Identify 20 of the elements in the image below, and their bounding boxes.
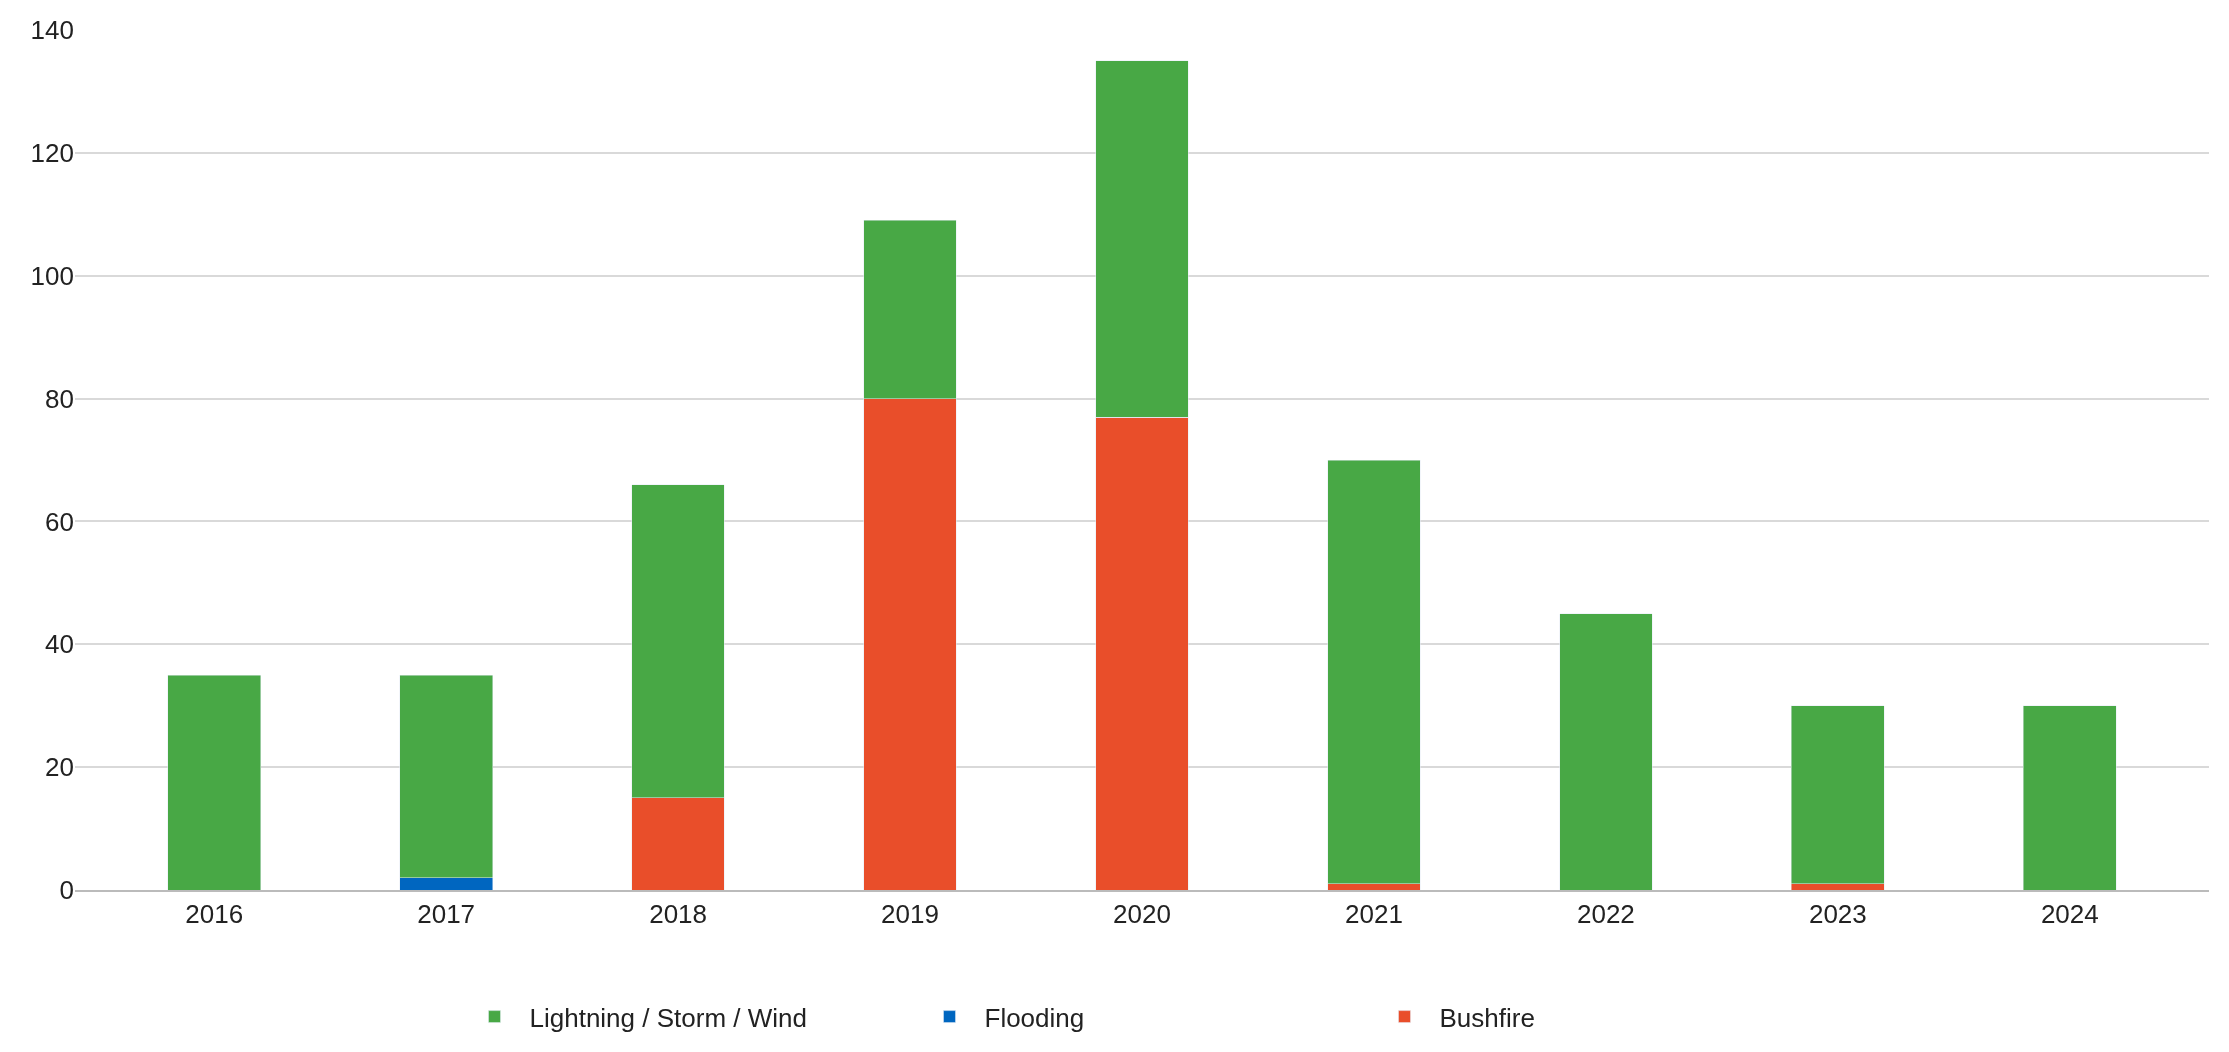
x-tick-label: 2017 [417, 899, 476, 930]
y-tick-label: 140 [30, 15, 74, 46]
x-tick-label: 2023 [1808, 899, 1867, 930]
legend-label: Flooding [984, 1002, 1085, 1033]
y-tick-label: 20 [45, 752, 74, 783]
x-tick-label: 2020 [1113, 899, 1171, 930]
legend-label: Lightning / Storm / Wind [529, 1002, 807, 1033]
y-tick-label: 40 [45, 629, 74, 660]
x-tick-label: 2022 [1576, 899, 1635, 930]
legend-label: Bushfire [1439, 1002, 1535, 1033]
x-tick-label: 2021 [1345, 899, 1403, 930]
x-tick-label: 2018 [649, 899, 708, 930]
y-tick-label: 100 [30, 260, 74, 291]
y-tick-label: 60 [45, 506, 74, 537]
y-tick-label: 120 [30, 137, 74, 168]
x-tick-label: 2016 [185, 899, 244, 930]
x-tick-label: 2019 [881, 899, 939, 930]
y-tick-label: 80 [45, 383, 74, 414]
x-tick-label: 2024 [2040, 899, 2099, 930]
y-tick-label: 0 [59, 875, 74, 906]
